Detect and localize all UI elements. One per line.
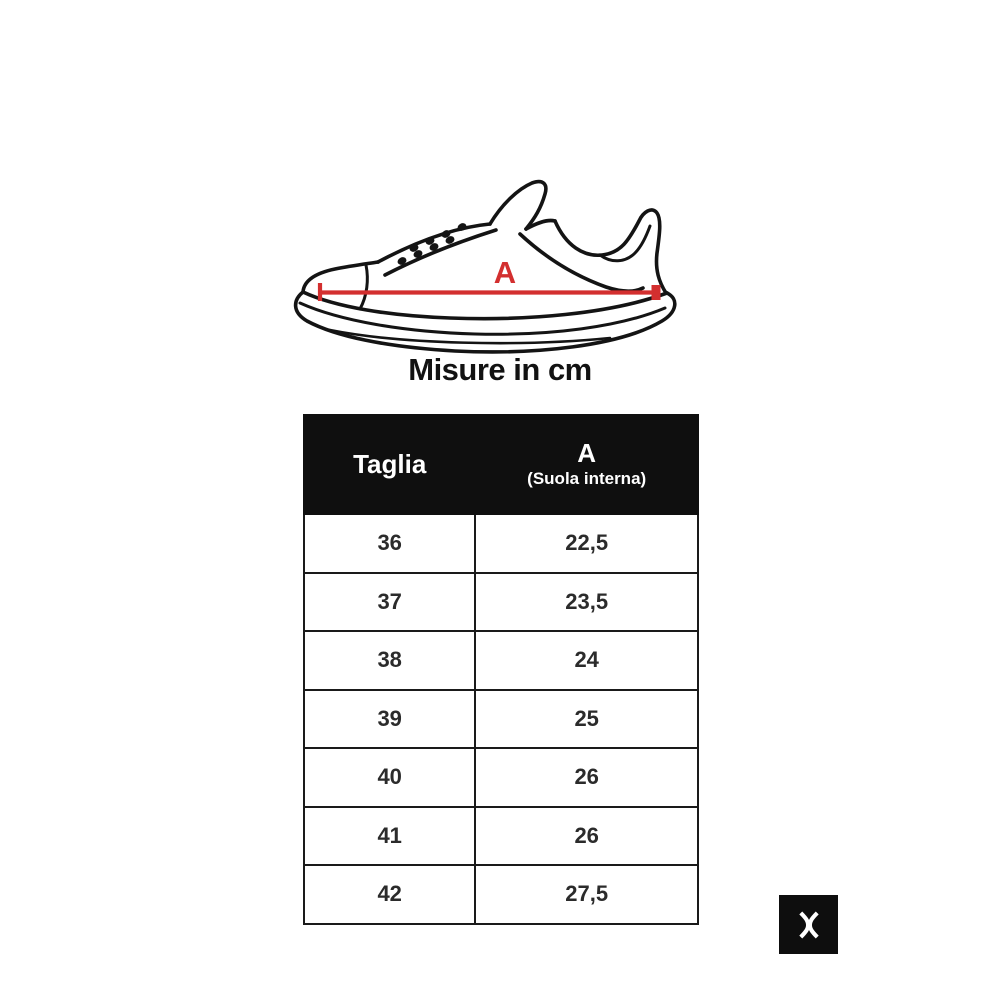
vamp-lower xyxy=(383,228,498,277)
cell-taglia: 36 xyxy=(302,513,477,574)
header-taglia-label: Taglia xyxy=(353,448,427,479)
cell-a: 23,5 xyxy=(474,571,699,632)
shoe-diagram: A xyxy=(293,179,677,354)
table-row: 41 26 xyxy=(302,805,699,866)
table-row: 39 25 xyxy=(302,688,699,749)
measure-label-a: A xyxy=(494,255,516,290)
cell-a: 27,5 xyxy=(474,864,699,925)
brand-logo xyxy=(779,895,838,954)
table-row: 40 26 xyxy=(302,747,699,808)
page-title: Misure in cm xyxy=(408,352,592,387)
table-row: 42 27,5 xyxy=(302,864,699,925)
toe-seam xyxy=(358,263,369,311)
cell-taglia: 39 xyxy=(302,688,477,749)
table-row: 38 24 xyxy=(302,630,699,691)
tongue xyxy=(488,179,548,231)
cell-a: 26 xyxy=(474,747,699,808)
cell-taglia: 41 xyxy=(302,805,477,866)
header-a: A (Suola interna) xyxy=(474,414,699,515)
sole-top-edge xyxy=(301,290,669,321)
cell-a: 25 xyxy=(474,688,699,749)
table-header-row: Taglia A (Suola interna) xyxy=(302,414,699,515)
cell-a: 22,5 xyxy=(474,513,699,574)
collar-heel xyxy=(553,208,668,295)
tread-line xyxy=(328,328,612,345)
lace-dots xyxy=(397,223,467,265)
eyestay-top xyxy=(376,222,492,264)
cell-a: 26 xyxy=(474,805,699,866)
header-a-sublabel: (Suola interna) xyxy=(527,469,647,489)
curved-x-icon xyxy=(798,911,819,938)
size-table: Taglia A (Suola interna) 36 22,5 37 23,5… xyxy=(302,414,699,925)
cell-taglia: 37 xyxy=(302,571,477,632)
midsole-line xyxy=(298,301,667,336)
measure-line xyxy=(317,283,661,301)
header-taglia: Taglia xyxy=(302,414,477,515)
header-a-label: A xyxy=(577,438,597,469)
heel-counter xyxy=(598,224,652,263)
cell-a: 24 xyxy=(474,630,699,691)
table-row: 37 23,5 xyxy=(302,571,699,632)
collar-fold xyxy=(524,218,557,231)
table-row: 36 22,5 xyxy=(302,513,699,574)
cell-taglia: 40 xyxy=(302,747,477,808)
cell-taglia: 42 xyxy=(302,864,477,925)
cell-taglia: 38 xyxy=(302,630,477,691)
sole-outline xyxy=(293,290,677,354)
